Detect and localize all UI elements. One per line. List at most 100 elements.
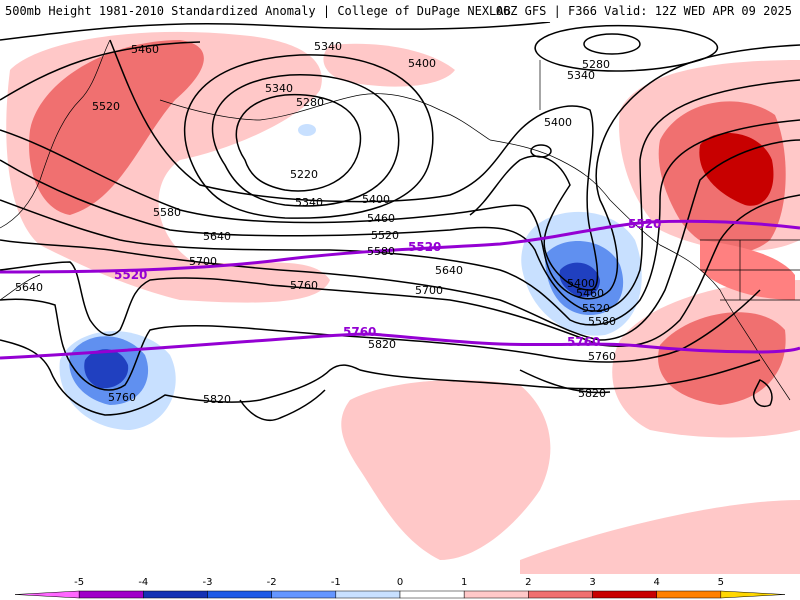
contour-line — [109, 39, 599, 291]
contour-label: 5580 — [588, 315, 616, 328]
colorbar-segment — [399, 590, 465, 599]
colorbar-segment — [656, 590, 722, 599]
positive-anomaly-region — [658, 312, 786, 405]
contour-label: 5760 — [108, 391, 136, 404]
contour-label: 5700 — [415, 284, 443, 297]
contour-line — [583, 33, 641, 55]
colorbar-tick-label: -4 — [138, 577, 148, 588]
contour-label: 5400 — [544, 116, 572, 129]
highlight-label-5760: 5760 — [343, 325, 376, 339]
contour-label: 5340 — [567, 69, 595, 82]
colorbar-segment — [463, 590, 529, 599]
colorbar-tick-label: 4 — [653, 577, 659, 588]
contour-label: 5520 — [92, 100, 120, 113]
contour-line — [0, 79, 800, 312]
contour-label: 5400 — [408, 57, 436, 70]
colorbar-tick-label: 5 — [718, 577, 724, 588]
coastline — [0, 274, 41, 301]
contour-line — [0, 22, 551, 41]
colorbar-tick-label: 0 — [397, 577, 403, 588]
contour-line — [183, 54, 434, 219]
height-contours — [0, 22, 800, 421]
negative-anomaly-region — [559, 262, 600, 297]
contour-label: 5460 — [131, 43, 159, 56]
anomaly-map: 5460 5520 5340 5400 5340 5280 5220 5340 … — [0, 22, 800, 574]
contour-line — [0, 289, 761, 391]
contour-label: 5340 — [295, 196, 323, 209]
positive-anomaly-region — [341, 380, 551, 560]
header: 500mb Height 1981-2010 Standardized Anom… — [0, 0, 800, 22]
contour-line — [0, 339, 761, 416]
colorbar-segment — [528, 590, 593, 599]
colorbar-segments — [14, 590, 786, 599]
contour-line — [530, 144, 552, 158]
contour-line — [239, 389, 326, 421]
contour-line — [0, 119, 800, 326]
contour-label: 5640 — [203, 230, 231, 243]
contour-label: 5820 — [203, 393, 231, 406]
colorbar-tick-label: -2 — [267, 577, 277, 588]
colorbar-segment — [271, 590, 337, 599]
contour-label: 5220 — [290, 168, 318, 181]
colorbar: -5 -4 -3 -2 -1 0 1 2 3 4 5 — [14, 577, 786, 599]
highlight-contour-5520 — [0, 219, 800, 274]
contour-line — [753, 378, 773, 407]
contour-label: 5580 — [367, 245, 395, 258]
coastline — [489, 139, 791, 401]
contour-labels: 5460 5520 5340 5400 5340 5280 5220 5340 … — [15, 40, 616, 406]
negative-anomaly-region — [298, 124, 316, 136]
contour-label: 5280 — [296, 96, 324, 109]
contour-line — [0, 139, 800, 341]
positive-anomaly-region — [29, 40, 204, 215]
highlight-contours — [0, 219, 800, 360]
highlight-contour-5760 — [0, 332, 800, 360]
contour-label: 5700 — [189, 255, 217, 268]
contour-label: 5760 — [588, 350, 616, 363]
colorbar-segment — [592, 590, 657, 599]
coastline — [0, 39, 111, 229]
contour-line — [211, 74, 400, 207]
colorbar-segment — [207, 590, 272, 599]
contour-label: 5820 — [578, 387, 606, 400]
colorbar-tick-label: -3 — [203, 577, 213, 588]
contour-label: 5640 — [15, 281, 43, 294]
colorbar-tick-label: 3 — [589, 577, 595, 588]
contour-label: 5460 — [576, 287, 604, 300]
contour-line — [0, 194, 800, 347]
contour-line — [235, 93, 362, 192]
model-run-info: 06Z GFS | F366 Valid: 12Z WED APR 09 202… — [495, 4, 792, 18]
contour-label: 5820 — [368, 338, 396, 351]
positive-anomaly-region — [323, 43, 455, 87]
colorbar-tick-label: -5 — [74, 577, 84, 588]
colorbar-segment — [720, 590, 786, 599]
colorbar-segment — [14, 590, 80, 599]
contour-label: 5340 — [265, 82, 293, 95]
contour-label: 5760 — [290, 279, 318, 292]
contour-label: 5520 — [582, 302, 610, 315]
contour-label: 5520 — [371, 229, 399, 242]
contour-label: 5460 — [367, 212, 395, 225]
colorbar-tick-label: 1 — [461, 577, 467, 588]
colorbar-tick-label: 2 — [525, 577, 531, 588]
contour-label: 5580 — [153, 206, 181, 219]
contour-label: 5400 — [362, 193, 390, 206]
coastlines — [0, 39, 800, 401]
highlight-contour-labels: 5520 5520 5520 5760 5760 — [114, 217, 661, 349]
highlight-label-5520: 5520 — [408, 240, 441, 254]
colorbar-ticks: -5 -4 -3 -2 -1 0 1 2 3 4 5 — [74, 577, 724, 588]
colorbar-segment — [78, 590, 144, 599]
contour-label: 5640 — [435, 264, 463, 277]
highlight-label-5520: 5520 — [628, 217, 661, 231]
colorbar-segment — [143, 590, 208, 599]
map-title: 500mb Height 1981-2010 Standardized Anom… — [5, 4, 511, 18]
colorbar-segment — [335, 590, 401, 599]
colorbar-tick-label: -1 — [331, 577, 341, 588]
contour-label: 5340 — [314, 40, 342, 53]
positive-anomaly-region — [699, 133, 774, 206]
contour-line — [519, 369, 611, 394]
contour-label: 5400 — [567, 277, 595, 290]
coastline — [159, 93, 491, 141]
contour-line — [0, 41, 201, 101]
contour-label: 5280 — [582, 58, 610, 71]
contour-line — [0, 44, 800, 300]
